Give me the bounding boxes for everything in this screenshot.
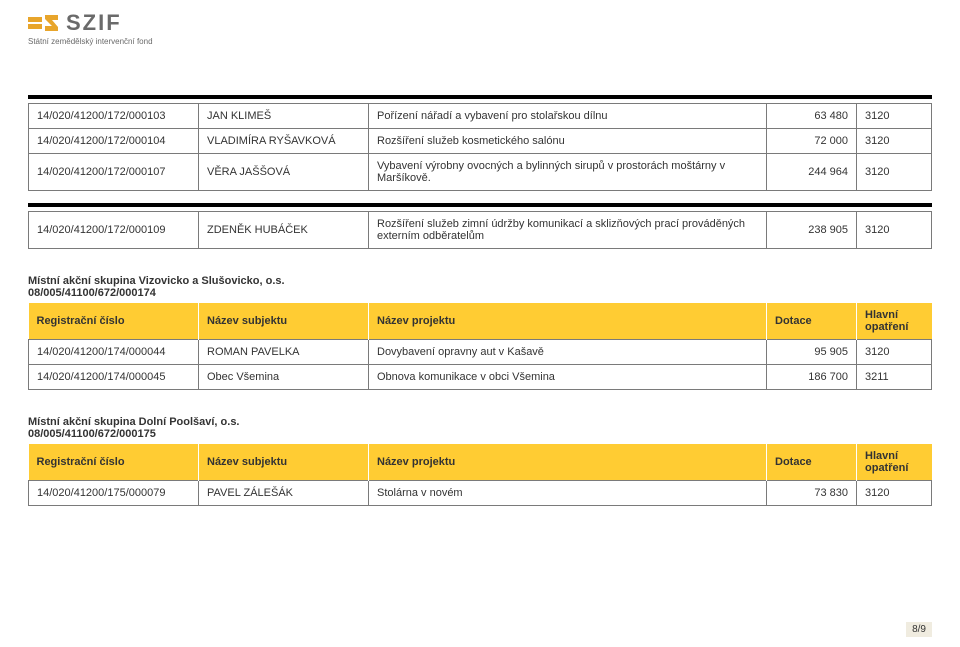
table-row: 14/020/41200/172/000107 VĚRA JAŠŠOVÁ Vyb…: [29, 154, 932, 191]
col-regnum: Registrační číslo: [29, 444, 199, 481]
col-project: Název projektu: [369, 303, 767, 340]
group-subid: 08/005/41100/672/000174: [28, 287, 932, 299]
cell-project: Stolárna v novém: [369, 481, 767, 506]
col-amount: Dotace: [767, 303, 857, 340]
divider: [28, 95, 932, 99]
cell-subject: Obec Všemina: [199, 365, 369, 390]
cell-code: 3211: [857, 365, 932, 390]
table-row: 14/020/41200/175/000079 PAVEL ZÁLEŠÁK St…: [29, 481, 932, 506]
table-group2: Registrační číslo Název subjektu Název p…: [28, 444, 932, 506]
group-title: Místní akční skupina Vizovicko a Slušovi…: [28, 275, 932, 287]
cell-project: Pořízení nářadí a vybavení pro stolařsko…: [369, 104, 767, 129]
cell-subject: JAN KLIMEŠ: [199, 104, 369, 129]
cell-code: 3120: [857, 154, 932, 191]
table-row: 14/020/41200/172/000104 VLADIMÍRA RYŠAVK…: [29, 129, 932, 154]
cell-regnum: 14/020/41200/172/000103: [29, 104, 199, 129]
group-subid: 08/005/41100/672/000175: [28, 428, 932, 440]
table-header: Registrační číslo Název subjektu Název p…: [29, 444, 932, 481]
cell-code: 3120: [857, 129, 932, 154]
col-regnum: Registrační číslo: [29, 303, 199, 340]
cell-amount: 63 480: [767, 104, 857, 129]
cell-project: Rozšíření služeb zimní údržby komunikací…: [369, 212, 767, 249]
divider: [28, 203, 932, 207]
cell-subject: PAVEL ZÁLEŠÁK: [199, 481, 369, 506]
cell-regnum: 14/020/41200/174/000044: [29, 340, 199, 365]
group-title: Místní akční skupina Dolní Poolšaví, o.s…: [28, 416, 932, 428]
cell-regnum: 14/020/41200/172/000109: [29, 212, 199, 249]
cell-amount: 95 905: [767, 340, 857, 365]
table-extra: 14/020/41200/172/000109 ZDENĚK HUBÁČEK R…: [28, 211, 932, 249]
logo-icon: [28, 11, 60, 35]
table-header: Registrační číslo Název subjektu Název p…: [29, 303, 932, 340]
cell-project: Obnova komunikace v obci Všemina: [369, 365, 767, 390]
cell-amount: 186 700: [767, 365, 857, 390]
cell-regnum: 14/020/41200/175/000079: [29, 481, 199, 506]
table-row: 14/020/41200/172/000109 ZDENĚK HUBÁČEK R…: [29, 212, 932, 249]
page-number: 8/9: [906, 622, 932, 637]
cell-amount: 244 964: [767, 154, 857, 191]
cell-code: 3120: [857, 481, 932, 506]
table-row: 14/020/41200/174/000044 ROMAN PAVELKA Do…: [29, 340, 932, 365]
cell-regnum: 14/020/41200/174/000045: [29, 365, 199, 390]
col-code: Hlavní opatření: [857, 444, 932, 481]
col-subject: Název subjektu: [199, 444, 369, 481]
col-amount: Dotace: [767, 444, 857, 481]
cell-code: 3120: [857, 340, 932, 365]
table-group1: Registrační číslo Název subjektu Název p…: [28, 303, 932, 390]
cell-amount: 238 905: [767, 212, 857, 249]
table-row: 14/020/41200/172/000103 JAN KLIMEŠ Poříz…: [29, 104, 932, 129]
cell-code: 3120: [857, 212, 932, 249]
cell-subject: VĚRA JAŠŠOVÁ: [199, 154, 369, 191]
col-subject: Název subjektu: [199, 303, 369, 340]
col-project: Název projektu: [369, 444, 767, 481]
cell-amount: 72 000: [767, 129, 857, 154]
cell-regnum: 14/020/41200/172/000107: [29, 154, 199, 191]
cell-amount: 73 830: [767, 481, 857, 506]
table-row: 14/020/41200/174/000045 Obec Všemina Obn…: [29, 365, 932, 390]
cell-subject: ZDENĚK HUBÁČEK: [199, 212, 369, 249]
cell-code: 3120: [857, 104, 932, 129]
col-code: Hlavní opatření: [857, 303, 932, 340]
logo-text: SZIF: [66, 10, 122, 36]
cell-subject: VLADIMÍRA RYŠAVKOVÁ: [199, 129, 369, 154]
cell-regnum: 14/020/41200/172/000104: [29, 129, 199, 154]
cell-project: Vybavení výrobny ovocných a bylinných si…: [369, 154, 767, 191]
cell-project: Rozšíření služeb kosmetického salónu: [369, 129, 767, 154]
table-main: 14/020/41200/172/000103 JAN KLIMEŠ Poříz…: [28, 103, 932, 191]
cell-project: Dovybavení opravny aut v Kašavě: [369, 340, 767, 365]
cell-subject: ROMAN PAVELKA: [199, 340, 369, 365]
logo: SZIF Státní zemědělský intervenční fond: [28, 10, 153, 46]
logo-subtitle: Státní zemědělský intervenční fond: [28, 37, 153, 46]
